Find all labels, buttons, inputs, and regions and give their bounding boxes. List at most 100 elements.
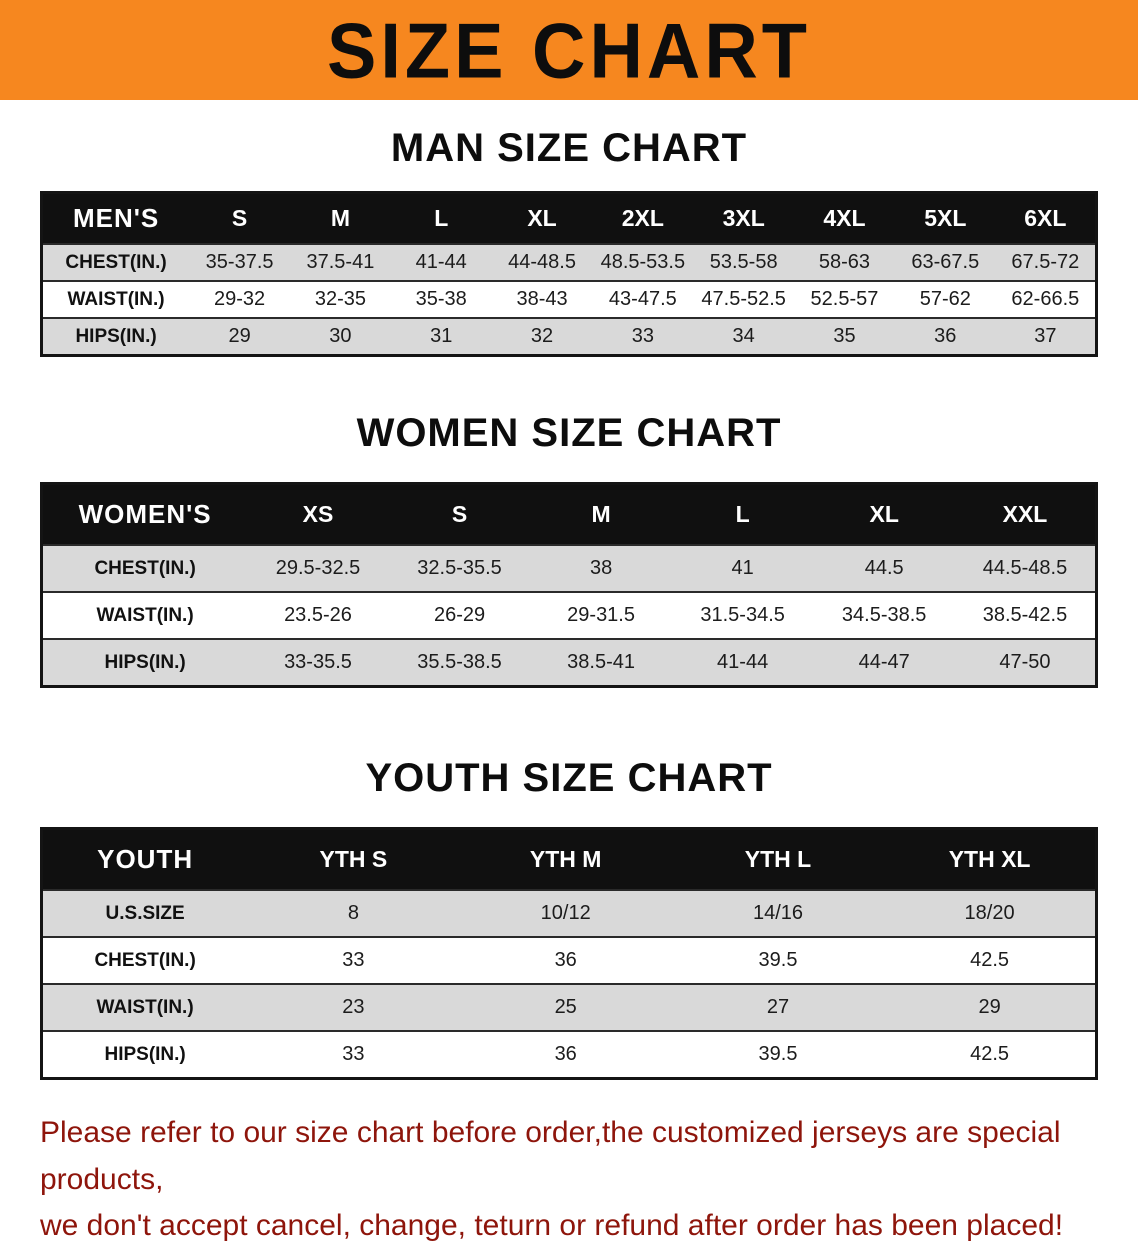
row-label: HIPS(IN.) — [41, 638, 248, 687]
size-value: 57-62 — [894, 280, 996, 318]
size-column-header: YTH L — [671, 828, 885, 890]
size-column-header: 6XL — [995, 192, 1097, 244]
size-column-header: S — [388, 483, 531, 545]
size-value: 36 — [459, 936, 672, 984]
size-value: 29-31.5 — [530, 591, 672, 639]
size-column-header: 5XL — [894, 192, 996, 244]
size-value: 41-44 — [671, 638, 814, 687]
size-column-header: S — [189, 192, 290, 244]
size-value: 35 — [794, 317, 895, 356]
size-value: 39.5 — [671, 1030, 885, 1079]
size-column-header: XS — [247, 483, 389, 545]
table-row: WAIST(IN.) 23.5-26 26-29 29-31.5 31.5-34.5 34… — [41, 591, 1097, 639]
size-value: 29.5-32.5 — [247, 544, 389, 592]
table-header-row: WOMEN'S XS S M L XL XXL — [41, 483, 1097, 545]
size-value: 39.5 — [671, 936, 885, 984]
size-value: 38 — [530, 544, 672, 592]
table-header-row: MEN'S S M L XL 2XL 3XL 4XL 5XL 6XL — [41, 192, 1097, 244]
men-size-table: MEN'S S M L XL 2XL 3XL 4XL 5XL 6XL CHEST(IN.) 35-37… — [40, 191, 1098, 357]
table-row: CHEST(IN.) 33 36 39.5 42.5 — [41, 936, 1097, 984]
table-row: CHEST(IN.) 29.5-32.5 32.5-35.5 38 41 44.5 44.5… — [41, 544, 1097, 592]
table-group-label: YOUTH — [41, 828, 248, 890]
size-value: 29 — [884, 983, 1097, 1031]
table-row: CHEST(IN.) 35-37.5 37.5-41 41-44 44-48.5 48.5… — [41, 243, 1097, 281]
banner-title: SIZE CHART — [327, 6, 811, 94]
size-value: 48.5-53.5 — [592, 243, 694, 281]
size-value: 41-44 — [390, 243, 492, 281]
size-value: 44.5-48.5 — [954, 544, 1097, 592]
size-column-header: YTH XL — [884, 828, 1097, 890]
size-value: 32.5-35.5 — [388, 544, 531, 592]
table-group-label: WOMEN'S — [41, 483, 248, 545]
size-value: 38.5-42.5 — [954, 591, 1097, 639]
size-value: 44-47 — [813, 638, 955, 687]
size-value: 25 — [459, 983, 672, 1031]
size-value: 23.5-26 — [247, 591, 389, 639]
size-value: 44.5 — [813, 544, 955, 592]
size-value: 62-66.5 — [995, 280, 1097, 318]
size-value: 53.5-58 — [693, 243, 795, 281]
row-label: CHEST(IN.) — [41, 243, 190, 281]
size-value: 32 — [491, 317, 593, 356]
size-value: 63-67.5 — [894, 243, 996, 281]
size-value: 37.5-41 — [290, 243, 391, 281]
size-value: 42.5 — [884, 936, 1097, 984]
women-size-table: WOMEN'S XS S M L XL XXL CHEST(IN.) 29.5-32.5 32.5… — [40, 482, 1098, 688]
size-value: 27 — [671, 983, 885, 1031]
disclaimer-line-2: we don't accept cancel, change, teturn o… — [40, 1209, 1064, 1242]
size-value: 34 — [693, 317, 795, 356]
size-column-header: YTH S — [247, 828, 460, 890]
size-value: 30 — [290, 317, 391, 356]
size-column-header: 2XL — [592, 192, 694, 244]
size-value: 23 — [247, 983, 460, 1031]
size-value: 36 — [894, 317, 996, 356]
size-value: 29 — [189, 317, 290, 356]
disclaimer-line-1: Please refer to our size chart before or… — [40, 1116, 1061, 1196]
size-value: 14/16 — [671, 889, 885, 937]
table-row: WAIST(IN.) 29-32 32-35 35-38 38-43 43-47.5 47.… — [41, 280, 1097, 318]
size-value: 34.5-38.5 — [813, 591, 955, 639]
size-value: 58-63 — [794, 243, 895, 281]
size-value: 33-35.5 — [247, 638, 389, 687]
row-label: WAIST(IN.) — [41, 591, 248, 639]
women-size-chart-section: WOMEN SIZE CHART WOMEN'S XS S M L XL XXL CHEST(… — [0, 411, 1138, 688]
size-value: 31.5-34.5 — [671, 591, 814, 639]
size-value: 32-35 — [290, 280, 391, 318]
men-section-title: MAN SIZE CHART — [390, 126, 748, 170]
size-value: 31 — [390, 317, 492, 356]
size-column-header: XXL — [954, 483, 1097, 545]
size-value: 33 — [247, 936, 460, 984]
size-chart-banner: SIZE CHART — [0, 0, 1138, 100]
row-label: U.S.SIZE — [41, 889, 248, 937]
table-group-label: MEN'S — [41, 192, 190, 244]
size-value: 42.5 — [884, 1030, 1097, 1079]
size-column-header: 3XL — [693, 192, 795, 244]
women-section-title: WOMEN SIZE CHART — [356, 411, 782, 455]
size-value: 47.5-52.5 — [693, 280, 795, 318]
row-label: CHEST(IN.) — [41, 936, 248, 984]
row-label: WAIST(IN.) — [41, 983, 248, 1031]
size-value: 35-37.5 — [189, 243, 290, 281]
table-row: WAIST(IN.) 23 25 27 29 — [41, 983, 1097, 1031]
row-label: CHEST(IN.) — [41, 544, 248, 592]
size-value: 38-43 — [491, 280, 593, 318]
size-value: 47-50 — [954, 638, 1097, 687]
table-row: HIPS(IN.) 29 30 31 32 33 34 35 36 37 — [41, 317, 1097, 356]
disclaimer-note: Please refer to our size chart before or… — [40, 1110, 1098, 1250]
size-value: 41 — [671, 544, 814, 592]
size-value: 26-29 — [388, 591, 531, 639]
size-column-header: XL — [491, 192, 593, 244]
size-column-header: YTH M — [459, 828, 672, 890]
table-row: U.S.SIZE 8 10/12 14/16 18/20 — [41, 889, 1097, 937]
youth-size-table: YOUTH YTH S YTH M YTH L YTH XL U.S.SIZE 8 10/12… — [40, 827, 1098, 1080]
size-value: 52.5-57 — [794, 280, 895, 318]
size-value: 18/20 — [884, 889, 1097, 937]
size-column-header: XL — [813, 483, 955, 545]
size-value: 43-47.5 — [592, 280, 694, 318]
youth-size-chart-section: YOUTH SIZE CHART YOUTH YTH S YTH M YTH L YTH… — [0, 756, 1138, 1080]
size-column-header: L — [671, 483, 814, 545]
size-value: 67.5-72 — [995, 243, 1097, 281]
size-value: 33 — [247, 1030, 460, 1079]
youth-section-title: YOUTH SIZE CHART — [365, 756, 773, 800]
size-value: 8 — [247, 889, 460, 937]
